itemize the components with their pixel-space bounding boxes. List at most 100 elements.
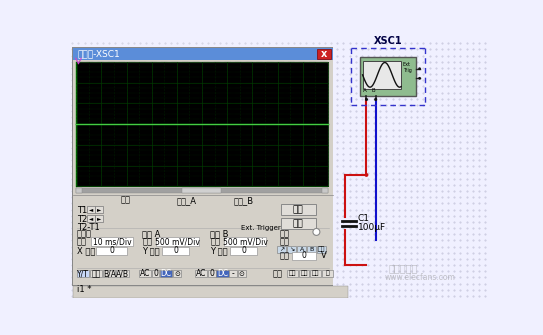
- Text: 通道_A: 通道_A: [177, 196, 197, 205]
- Text: 0: 0: [173, 246, 178, 255]
- Bar: [151, 270, 159, 277]
- Text: 边界: 边界: [280, 238, 289, 247]
- Text: 0: 0: [209, 269, 214, 278]
- Text: V: V: [321, 251, 327, 260]
- Bar: [277, 246, 286, 254]
- Bar: [224, 237, 267, 246]
- Text: A: A: [300, 247, 304, 252]
- Bar: [90, 270, 102, 277]
- Text: ⊙: ⊙: [239, 270, 245, 276]
- Text: XSC1: XSC1: [374, 36, 402, 46]
- Text: 500 mV/Div: 500 mV/Div: [155, 237, 200, 246]
- Bar: [96, 247, 127, 255]
- Bar: [322, 270, 332, 277]
- Text: 比例: 比例: [142, 238, 153, 247]
- Text: Ext. Trigger: Ext. Trigger: [241, 225, 281, 230]
- Text: 10 ms/Div: 10 ms/Div: [93, 237, 131, 246]
- Text: 触发: 触发: [280, 229, 289, 238]
- Bar: [317, 49, 331, 59]
- Text: 电子发烧友: 电子发烧友: [389, 263, 418, 273]
- Text: x: x: [321, 49, 327, 59]
- Bar: [299, 270, 310, 277]
- Bar: [162, 247, 190, 255]
- Text: A: A: [363, 88, 367, 93]
- Text: 正弦: 正弦: [289, 271, 296, 276]
- Text: T1: T1: [77, 206, 87, 215]
- Text: 外部: 外部: [318, 247, 326, 253]
- Circle shape: [418, 77, 421, 80]
- Text: 标准: 标准: [300, 271, 308, 276]
- Text: T2: T2: [77, 215, 87, 224]
- Text: 100μF: 100μF: [358, 223, 386, 232]
- Text: X 位置: X 位置: [77, 247, 96, 256]
- Bar: [361, 57, 416, 95]
- Text: ◄: ◄: [89, 207, 93, 212]
- Text: B/A: B/A: [103, 269, 116, 278]
- Text: ◄: ◄: [89, 216, 93, 221]
- Bar: [182, 188, 221, 193]
- Bar: [116, 270, 129, 277]
- Text: www.elecfans.com: www.elecfans.com: [385, 273, 456, 282]
- Bar: [229, 270, 237, 277]
- Text: Y/T: Y/T: [77, 269, 89, 278]
- Text: 0: 0: [302, 251, 306, 260]
- Bar: [73, 286, 348, 298]
- Bar: [310, 270, 321, 277]
- Text: 时间: 时间: [121, 196, 131, 205]
- Text: 保存: 保存: [293, 219, 304, 228]
- Bar: [87, 206, 94, 213]
- Text: 类型: 类型: [272, 269, 282, 278]
- Bar: [160, 270, 173, 277]
- Bar: [77, 270, 89, 277]
- Text: 0: 0: [241, 246, 246, 255]
- Text: 比例: 比例: [77, 238, 87, 247]
- Bar: [72, 47, 333, 286]
- Bar: [238, 270, 245, 277]
- Bar: [138, 270, 151, 277]
- Text: ↗: ↗: [279, 247, 285, 252]
- Text: ↘: ↘: [289, 247, 294, 252]
- Bar: [208, 270, 216, 277]
- Circle shape: [374, 98, 377, 101]
- Text: 通道_B: 通道_B: [233, 196, 254, 205]
- Text: 比例: 比例: [210, 238, 220, 247]
- Bar: [307, 246, 317, 254]
- Bar: [73, 48, 332, 60]
- Bar: [297, 246, 306, 254]
- Text: 示波器-XSC1: 示波器-XSC1: [78, 50, 121, 59]
- Bar: [287, 246, 296, 254]
- Bar: [73, 48, 332, 285]
- Bar: [103, 270, 116, 277]
- Text: 500 mV/Div: 500 mV/Div: [223, 237, 268, 246]
- Text: Y 位置: Y 位置: [210, 247, 228, 256]
- Bar: [76, 188, 83, 193]
- Text: AC: AC: [140, 269, 150, 278]
- Circle shape: [418, 67, 421, 70]
- Text: -: -: [232, 269, 235, 278]
- Bar: [87, 215, 94, 222]
- Bar: [96, 206, 103, 213]
- Text: 反向: 反向: [293, 205, 304, 214]
- Bar: [195, 270, 207, 277]
- Text: Ext
Trig: Ext Trig: [403, 62, 412, 73]
- Bar: [363, 61, 401, 89]
- Bar: [230, 247, 257, 255]
- Circle shape: [365, 98, 368, 101]
- Circle shape: [313, 228, 320, 236]
- Bar: [317, 246, 326, 254]
- Text: 通道 B: 通道 B: [210, 229, 229, 238]
- Text: ⊙: ⊙: [174, 270, 180, 276]
- Bar: [76, 62, 328, 187]
- Text: 0: 0: [153, 269, 158, 278]
- Text: AC: AC: [195, 269, 206, 278]
- Bar: [76, 188, 328, 193]
- Text: DC: DC: [217, 269, 228, 278]
- Bar: [96, 215, 103, 222]
- Text: ►: ►: [97, 216, 102, 221]
- Text: DC: DC: [161, 269, 172, 278]
- Text: C1: C1: [358, 214, 370, 223]
- Bar: [281, 204, 315, 215]
- Bar: [156, 237, 199, 246]
- Text: 时间轴: 时间轴: [77, 229, 92, 238]
- Text: 无: 无: [325, 271, 329, 276]
